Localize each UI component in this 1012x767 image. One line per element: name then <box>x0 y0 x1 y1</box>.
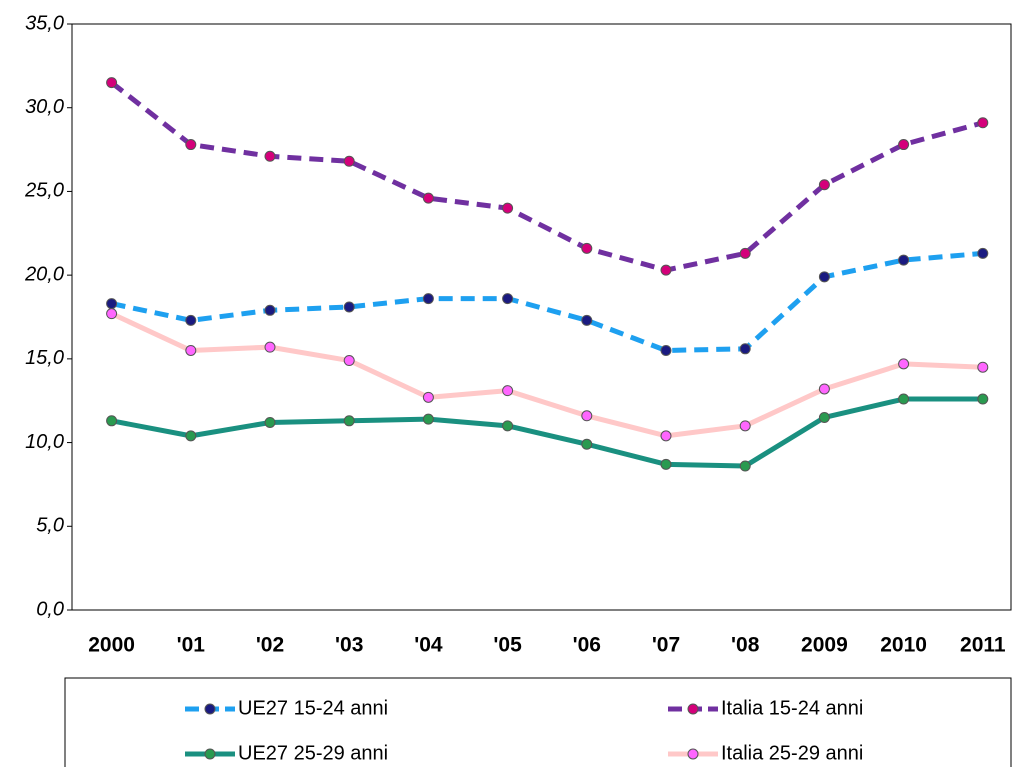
data-point <box>422 413 434 425</box>
legend-marker <box>204 748 216 760</box>
data-point <box>660 430 672 442</box>
data-point <box>185 314 197 326</box>
y-tick-label: 20,0 <box>24 263 64 285</box>
data-point <box>977 117 989 129</box>
legend-marker <box>687 748 699 760</box>
legend-label: Italia 25-29 anni <box>721 742 863 764</box>
data-point <box>660 344 672 356</box>
x-tick-label: '08 <box>731 634 760 657</box>
data-point <box>264 416 276 428</box>
data-point <box>264 150 276 162</box>
data-point <box>977 247 989 259</box>
data-point <box>818 271 830 283</box>
data-point <box>502 420 514 432</box>
x-tick-label: 2009 <box>801 634 848 657</box>
series-line <box>111 250 984 353</box>
x-tick-label: 2010 <box>880 634 927 657</box>
data-point <box>818 411 830 423</box>
x-tick-label: '02 <box>256 634 284 657</box>
data-point <box>581 438 593 450</box>
x-tick-label: '04 <box>414 634 443 657</box>
data-point <box>264 304 276 316</box>
data-point <box>343 415 355 427</box>
series-line <box>110 80 984 273</box>
legend-marker <box>687 703 699 715</box>
x-tick-label: '03 <box>335 634 363 657</box>
series-line <box>111 396 983 469</box>
y-tick-label: 5,0 <box>36 515 64 537</box>
x-tick-label: '07 <box>652 634 680 657</box>
x-tick-label: '01 <box>177 634 206 657</box>
x-tick-label: 2000 <box>88 634 135 657</box>
data-point <box>898 139 910 151</box>
data-point <box>660 264 672 276</box>
data-point <box>422 293 434 305</box>
data-point <box>818 383 830 395</box>
data-point <box>739 460 751 472</box>
legend-marker <box>204 703 216 715</box>
data-point <box>739 420 751 432</box>
series-line <box>110 311 983 439</box>
data-point <box>898 254 910 266</box>
y-tick-label: 25,0 <box>24 180 64 202</box>
data-point <box>422 192 434 204</box>
data-point <box>343 301 355 313</box>
data-point <box>185 139 197 151</box>
data-point <box>818 179 830 191</box>
y-tick-label: 10,0 <box>25 431 64 453</box>
data-point <box>343 155 355 167</box>
y-tick-label: 15,0 <box>25 347 64 369</box>
data-point <box>898 393 910 405</box>
data-point <box>106 77 118 89</box>
legend-label: UE27 15-24 anni <box>238 697 388 719</box>
plot-area <box>71 23 1012 611</box>
data-point <box>185 344 197 356</box>
legend-label: Italia 15-24 anni <box>721 697 863 719</box>
x-tick-label: 2011 <box>960 634 1006 657</box>
data-point <box>106 415 118 427</box>
data-point <box>502 202 514 214</box>
data-point <box>739 343 751 355</box>
data-point <box>660 458 672 470</box>
data-point <box>581 242 593 254</box>
data-point <box>422 391 434 403</box>
data-point <box>502 385 514 397</box>
data-point <box>502 293 514 305</box>
data-point <box>264 341 276 353</box>
data-point <box>977 393 989 405</box>
y-tick-label: 35,0 <box>25 12 64 34</box>
data-point <box>106 298 118 310</box>
data-point <box>977 361 989 373</box>
x-tick-label: '05 <box>493 634 522 657</box>
data-point <box>898 358 910 370</box>
data-point <box>185 430 197 442</box>
data-point <box>581 410 593 422</box>
data-point <box>581 314 593 326</box>
legend-label: UE27 25-29 anni <box>238 742 388 764</box>
x-tick-label: '06 <box>573 634 601 657</box>
data-point <box>739 247 751 259</box>
data-point <box>343 355 355 367</box>
data-point <box>106 308 118 320</box>
y-tick-label: 30,0 <box>25 96 64 118</box>
y-tick-label: 0,0 <box>36 598 64 620</box>
